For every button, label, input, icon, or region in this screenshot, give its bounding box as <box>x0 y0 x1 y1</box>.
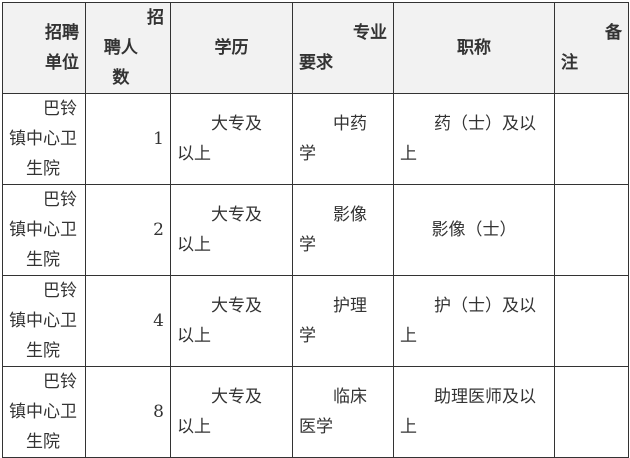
cell-note <box>554 184 629 276</box>
cell-major: 影像学 <box>292 184 394 276</box>
cell-major: 临床 医学 <box>292 366 394 458</box>
header-unit: 招聘 单位 <box>2 2 86 94</box>
cell-count: 2 <box>85 184 171 276</box>
cell-unit: 巴铃 镇中心卫 生院 <box>2 184 86 276</box>
cell-title: 药（士）及以上 <box>393 93 555 185</box>
cell-title: 护（士）及以上 <box>393 275 555 367</box>
header-education: 学历 <box>170 2 293 94</box>
cell-education: 大专及 以上 <box>170 184 293 276</box>
cell-unit: 巴铃 镇中心卫 生院 <box>2 93 86 185</box>
cell-title: 影像（士） <box>393 184 555 276</box>
table-row: 巴铃 镇中心卫 生院 1 大专及 以上 中药学 药（士）及以上 <box>2 93 629 185</box>
cell-education: 大专及 以上 <box>170 93 293 185</box>
header-major: 专业 要求 <box>292 2 394 94</box>
cell-unit: 巴铃 镇中心卫 生院 <box>2 366 86 458</box>
cell-major: 中药学 <box>292 93 394 185</box>
cell-count: 1 <box>85 93 171 185</box>
header-count: 招聘人数 <box>85 2 171 94</box>
table-row: 巴铃 镇中心卫 生院 8 大专及 以上 临床 医学 助理医师及以上 <box>2 366 629 458</box>
cell-note <box>554 93 629 185</box>
cell-unit: 巴铃 镇中心卫 生院 <box>2 275 86 367</box>
cell-education: 大专及 以上 <box>170 366 293 458</box>
header-row: 招聘 单位 招聘人数 学历 专业 要求 职称 备注 <box>2 2 629 94</box>
cell-note <box>554 366 629 458</box>
cell-title: 助理医师及以上 <box>393 366 555 458</box>
cell-major: 护理学 <box>292 275 394 367</box>
cell-education: 大专及 以上 <box>170 275 293 367</box>
table-row: 巴铃 镇中心卫 生院 4 大专及 以上 护理学 护（士）及以上 <box>2 275 629 367</box>
cell-count: 4 <box>85 275 171 367</box>
cell-note <box>554 275 629 367</box>
header-note: 备注 <box>554 2 629 94</box>
header-title: 职称 <box>393 2 555 94</box>
cell-count: 8 <box>85 366 171 458</box>
table-row: 巴铃 镇中心卫 生院 2 大专及 以上 影像学 影像（士） <box>2 184 629 276</box>
